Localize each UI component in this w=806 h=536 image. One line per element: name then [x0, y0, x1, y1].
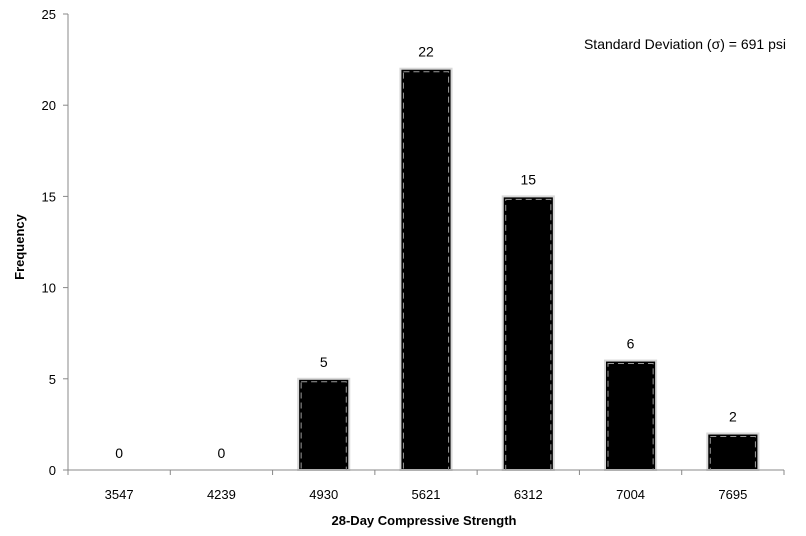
x-axis-ticks: 3547 4239 4930 5621 6312 7004 7695	[67, 470, 785, 502]
bar-inner-outline	[505, 198, 552, 471]
bar-value-label: 6	[627, 336, 635, 352]
bar	[297, 377, 351, 471]
bar-value-label: 5	[320, 354, 328, 370]
x-tick-label: 4239	[207, 487, 236, 502]
bar-value-label: 22	[418, 44, 434, 60]
bar	[399, 67, 453, 471]
bar-value-label: 2	[729, 409, 737, 425]
x-tick-label: 7695	[718, 487, 747, 502]
y-tick-label: 20	[42, 98, 56, 113]
x-axis-title: 28-Day Compressive Strength	[332, 513, 517, 528]
y-tick-label: 10	[42, 281, 56, 296]
x-tick-label: 7004	[616, 487, 645, 502]
y-tick-label: 15	[42, 189, 56, 204]
std-dev-annotation: Standard Deviation (σ) = 691 psi	[584, 36, 786, 52]
bars-group: 0 0 5 22 15 6 2	[115, 44, 760, 471]
x-tick-label: 6312	[514, 487, 543, 502]
bar-value-label: 0	[218, 445, 226, 461]
x-tick-label: 4930	[309, 487, 338, 502]
y-tick-label: 5	[49, 372, 56, 387]
y-tick-label: 0	[49, 463, 56, 478]
bar-value-label: 0	[115, 445, 123, 461]
x-tick-label: 3547	[105, 487, 134, 502]
y-tick-label: 25	[42, 7, 56, 22]
x-tick-label: 5621	[412, 487, 441, 502]
y-axis-ticks: 0 5 10 15 20 25	[42, 7, 68, 478]
bar-value-label: 15	[520, 171, 536, 187]
bar	[706, 432, 760, 471]
bar	[501, 195, 555, 471]
y-axis-title: Frequency	[12, 213, 27, 280]
bar	[604, 359, 658, 471]
